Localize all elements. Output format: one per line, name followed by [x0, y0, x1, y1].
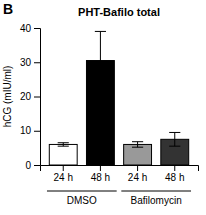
y-tick-mark	[34, 97, 40, 98]
error-bar-line	[137, 142, 138, 147]
error-bar	[95, 31, 106, 89]
y-tick-mark	[34, 131, 40, 132]
x-tick-label: 48 h	[91, 172, 110, 183]
y-tick: 40	[20, 23, 40, 34]
group-bracket	[47, 191, 117, 192]
y-tick-mark	[34, 165, 40, 166]
group-label: DMSO	[67, 195, 97, 206]
error-bar-cap	[132, 147, 143, 148]
error-bar	[169, 132, 180, 146]
x-tick-mark	[63, 165, 64, 171]
x-tick-mark	[100, 165, 101, 171]
error-bar-cap	[58, 142, 69, 143]
error-bar-line	[100, 31, 101, 89]
error-bar	[132, 142, 143, 147]
y-tick: 0	[25, 160, 40, 171]
y-label: hCG (mIU/ml)	[2, 66, 13, 128]
y-tick: 10	[20, 125, 40, 136]
x-tick-label: 24 h	[128, 172, 147, 183]
y-tick-label: 30	[20, 57, 32, 68]
error-bar-cap	[169, 146, 180, 147]
title: PHT-Bafilo total	[78, 6, 160, 18]
x-tick-mark	[174, 165, 175, 171]
group-label: Bafilomycin	[131, 195, 182, 206]
x-tick-label: 48 h	[165, 172, 184, 183]
bar	[49, 144, 77, 165]
y-tick-mark	[34, 62, 40, 63]
marks	[49, 31, 188, 165]
y-tick-label: 20	[20, 91, 32, 102]
panel-label: B	[3, 1, 13, 17]
error-bar-cap	[169, 132, 180, 133]
y-tick-label: 10	[20, 125, 32, 136]
error-bar-cap	[58, 146, 69, 147]
x-tick-label: 24 h	[54, 172, 73, 183]
error-bar	[58, 143, 69, 146]
y-tick-label: 0	[25, 160, 31, 171]
error-bar-cap	[95, 31, 106, 32]
y-tick: 20	[20, 91, 40, 102]
plot: 0 10 20 30 40 24 h 48 h 24 h 48 h DMSO Bafilomycin	[20, 23, 199, 206]
x-tick: 24 h	[54, 165, 73, 183]
bar	[124, 144, 152, 165]
x-axis-line	[41, 166, 199, 172]
y-tick-mark	[34, 28, 40, 29]
x-tick: 48 h	[91, 165, 110, 183]
error-bar-line	[174, 132, 175, 146]
y-tick-label: 40	[20, 23, 32, 34]
y-axis-line	[34, 29, 41, 166]
x-axis: 24 h 48 h 24 h 48 h	[41, 165, 199, 183]
error-bar-line	[63, 143, 64, 146]
group-brackets: DMSO Bafilomycin	[47, 191, 191, 206]
error-bar-cap	[95, 89, 106, 90]
x-tick: 24 h	[128, 165, 147, 183]
group-bracket	[121, 191, 191, 192]
y-tick: 30	[20, 57, 40, 68]
error-bar-cap	[132, 141, 143, 142]
x-tick: 48 h	[165, 165, 184, 183]
y-axis: 0 10 20 30 40	[20, 23, 41, 171]
chart: 0 10 20 30 40 24 h 48 h 24 h 48 h DMSO Bafilomycin…	[0, 0, 206, 215]
x-tick-mark	[137, 165, 138, 171]
